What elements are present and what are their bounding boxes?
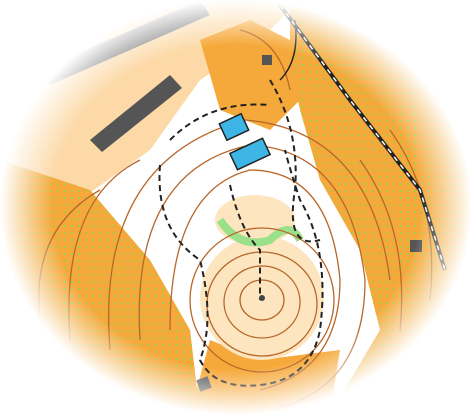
building xyxy=(40,0,210,85)
buildings xyxy=(40,0,422,392)
building xyxy=(196,376,212,392)
railway xyxy=(278,3,447,271)
contour xyxy=(239,29,291,91)
building xyxy=(410,240,422,252)
contours xyxy=(38,29,433,411)
contour xyxy=(169,169,341,391)
contour xyxy=(138,144,366,411)
rough-open-land xyxy=(200,20,300,130)
pond xyxy=(218,112,250,142)
water xyxy=(218,112,272,171)
hilltop-marker xyxy=(259,295,265,301)
paths xyxy=(158,79,324,387)
contour xyxy=(189,227,335,373)
contour xyxy=(239,279,285,321)
vegetation xyxy=(0,160,200,414)
track xyxy=(269,79,321,243)
contour xyxy=(108,119,391,351)
pond xyxy=(228,137,272,171)
building xyxy=(262,55,272,65)
rail-ties xyxy=(279,4,446,271)
contour xyxy=(38,189,101,321)
building xyxy=(90,75,182,152)
contour xyxy=(68,159,141,341)
track xyxy=(229,184,261,300)
track xyxy=(158,149,324,387)
rough-open-land xyxy=(190,340,340,414)
vegetation xyxy=(290,0,471,414)
contour xyxy=(359,159,403,331)
fence xyxy=(279,19,297,81)
track xyxy=(169,103,271,141)
contour xyxy=(223,265,301,339)
